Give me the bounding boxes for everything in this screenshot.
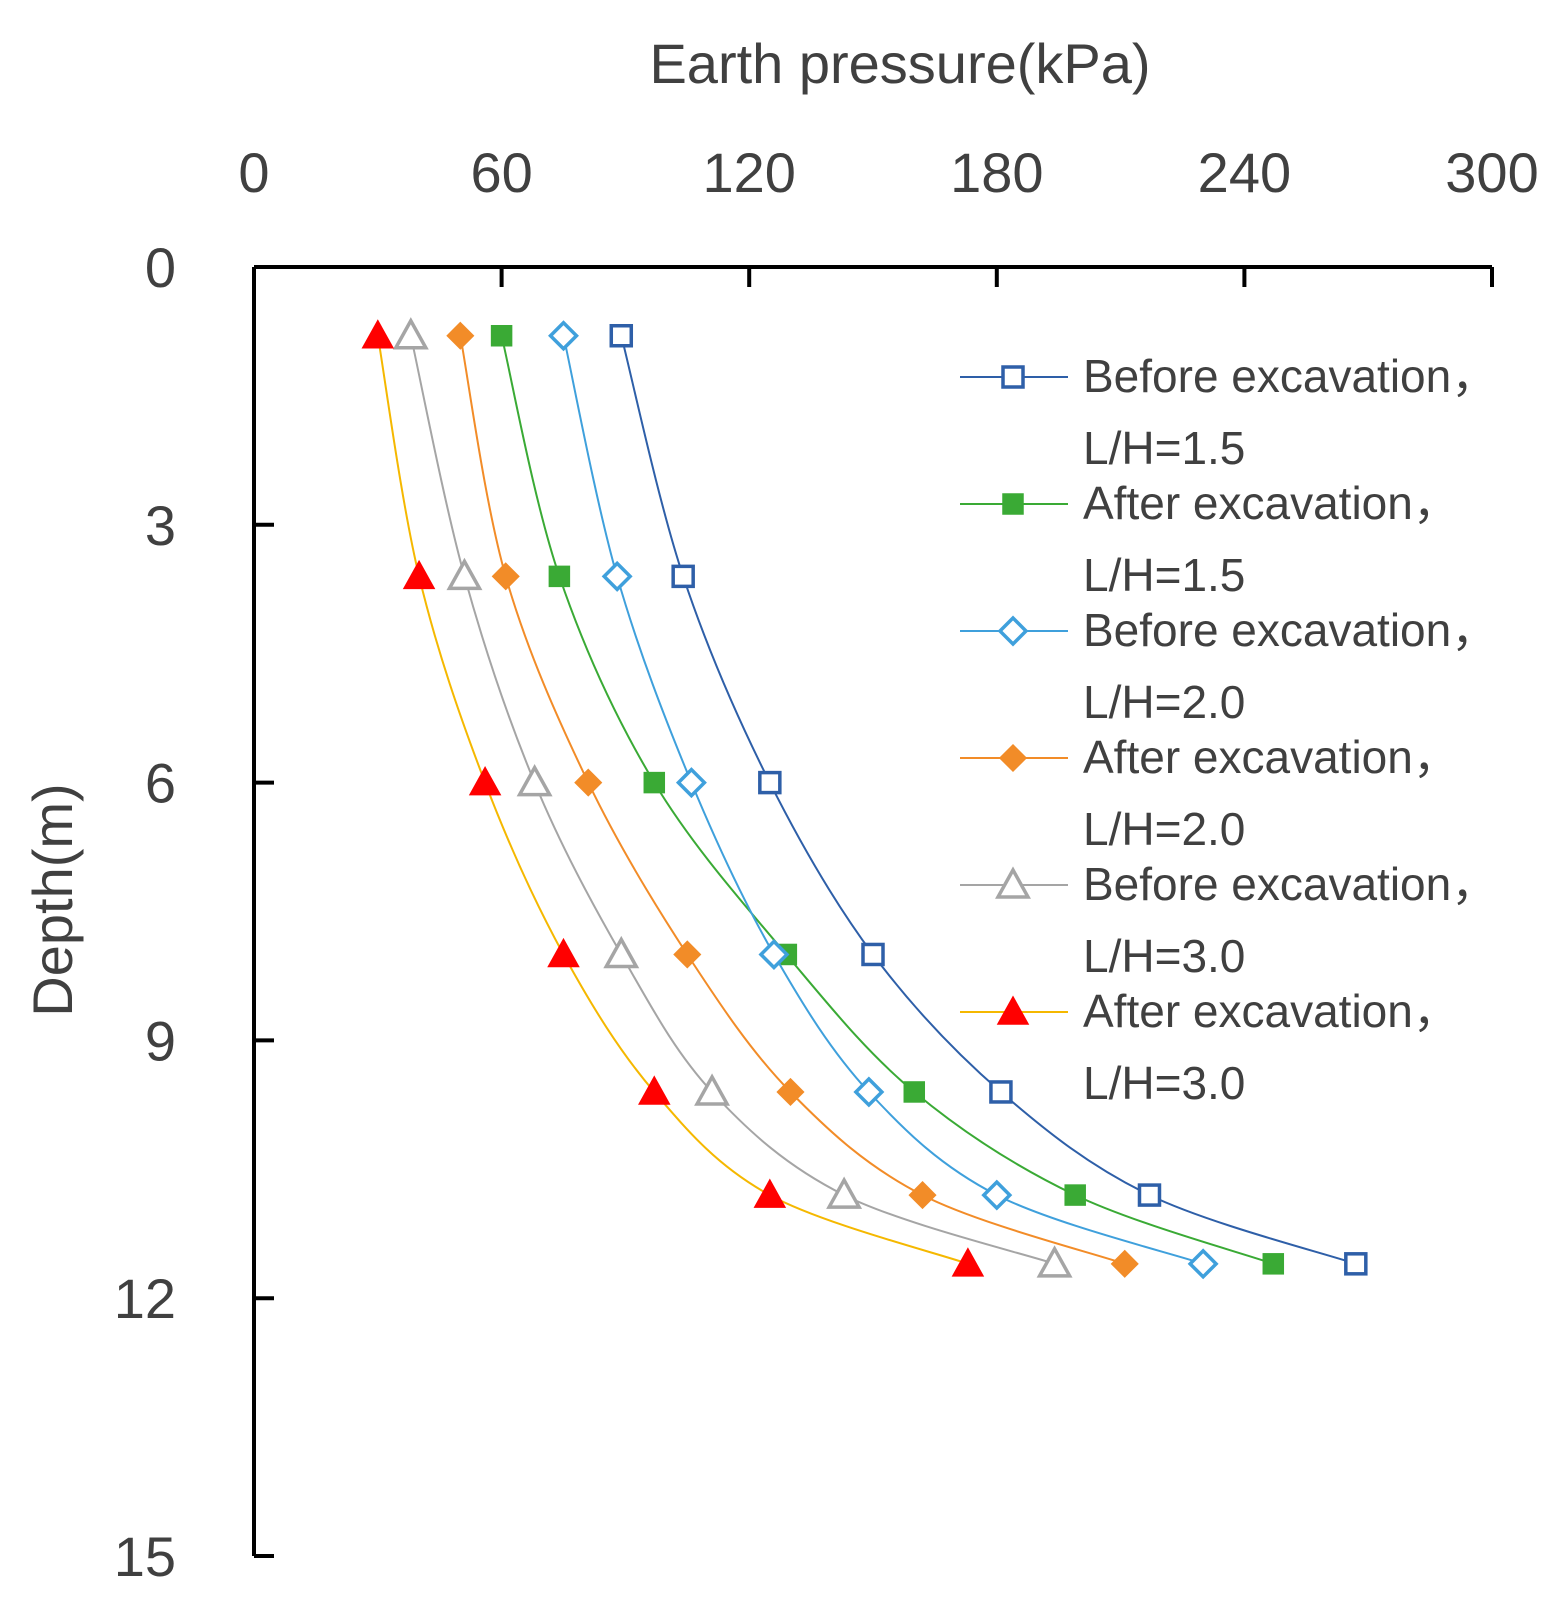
x-tick-label: 240 [1198, 141, 1291, 204]
marker-square [1262, 1253, 1285, 1275]
series-3 [548, 320, 1219, 1280]
marker-diamond [853, 1076, 885, 1108]
marker-square [1137, 1183, 1162, 1207]
marker-diamond [1110, 1249, 1139, 1278]
marker-diamond [908, 1181, 937, 1210]
y-axis-title: Depth(m) [21, 783, 84, 1016]
marker-square [671, 564, 695, 589]
marker-square [903, 1081, 926, 1103]
marker-diamond [997, 615, 1029, 647]
x-tick-label: 300 [1445, 141, 1538, 204]
marker-square [609, 323, 634, 348]
marker-square [1064, 1184, 1086, 1206]
marker-diamond [758, 938, 790, 970]
marker-diamond [446, 321, 475, 350]
marker-triangle [951, 1247, 985, 1277]
legend-label-line2: L/H=2.0 [1083, 676, 1245, 728]
marker-square [548, 565, 571, 588]
marker-triangle [516, 763, 553, 797]
series-line [620, 335, 1357, 1265]
marker-square [1344, 1252, 1368, 1276]
marker-diamond [574, 768, 603, 797]
legend-label-line2: L/H=1.5 [1083, 422, 1245, 474]
marker-square [758, 770, 782, 795]
marker-triangle [446, 557, 483, 591]
marker-triangle [468, 766, 502, 796]
series-line [409, 335, 1055, 1265]
x-axis-title: Earth pressure(kPa) [649, 32, 1150, 95]
marker-triangle [826, 1176, 863, 1209]
legend-item: After excavation， L/H=1.5 [960, 477, 1459, 601]
y-tick-label: 12 [114, 1267, 176, 1330]
marker-square [861, 942, 885, 967]
marker-diamond [491, 562, 520, 591]
legend-item: After excavation， L/H=2.0 [960, 731, 1459, 855]
series-line [562, 335, 1204, 1265]
marker-triangle [392, 317, 429, 350]
series-4 [446, 321, 1139, 1278]
legend-label: Before excavation， [1083, 350, 1497, 402]
marker-triangle [1036, 1245, 1073, 1278]
marker-triangle [995, 866, 1031, 899]
axes: 0 60 120 180 240 300 0 3 6 9 12 15 [114, 141, 1539, 1588]
legend-label: After excavation， [1083, 985, 1459, 1037]
marker-diamond [675, 767, 707, 799]
marker-diamond [1187, 1248, 1219, 1280]
series-line [459, 335, 1126, 1265]
marker-triangle [603, 935, 640, 969]
marker-diamond [673, 940, 702, 969]
series-6 [361, 319, 985, 1277]
legend-label-line2: L/H=2.0 [1083, 803, 1245, 855]
y-tick-label: 6 [145, 752, 176, 815]
legend-label-line2: L/H=3.0 [1083, 930, 1245, 982]
y-tick-label: 3 [145, 494, 176, 557]
y-tick-label: 9 [145, 1009, 176, 1072]
legend-item: Before excavation， L/H=1.5 [960, 350, 1497, 474]
legend-label: Before excavation， [1083, 858, 1497, 910]
x-tick-label: 0 [238, 141, 269, 204]
legend-label-line2: L/H=1.5 [1083, 549, 1245, 601]
series-1 [609, 323, 1368, 1276]
marker-diamond [981, 1179, 1013, 1211]
legend-label-line2: L/H=3.0 [1083, 1057, 1245, 1109]
marker-square [643, 771, 666, 794]
legend-label: After excavation， [1083, 477, 1459, 529]
x-tick-label: 120 [702, 141, 795, 204]
legend-item: After excavation， L/H=3.0 [960, 985, 1459, 1109]
marker-square [1001, 365, 1025, 389]
marker-triangle [996, 995, 1030, 1025]
legend-label: After excavation， [1083, 731, 1459, 783]
y-tick-label: 0 [145, 236, 176, 299]
marker-triangle [638, 1075, 671, 1105]
x-tick-label: 60 [470, 141, 532, 204]
x-tick-label: 180 [950, 141, 1043, 204]
y-tick-label: 15 [114, 1525, 176, 1588]
marker-square [989, 1080, 1013, 1104]
marker-triangle [547, 937, 580, 968]
series-5 [392, 317, 1073, 1278]
series-line [500, 335, 1274, 1265]
marker-triangle [694, 1073, 731, 1106]
marker-triangle [361, 319, 395, 349]
marker-triangle [402, 559, 436, 590]
series-line [376, 335, 969, 1265]
legend-item: Before excavation， L/H=3.0 [960, 858, 1497, 982]
marker-diamond [601, 560, 633, 592]
marker-square [1002, 493, 1024, 515]
series-layer [361, 317, 1368, 1280]
marker-diamond [548, 320, 579, 352]
marker-diamond [776, 1077, 805, 1107]
legend-label: Before excavation， [1083, 604, 1497, 656]
legend-item: Before excavation， L/H=2.0 [960, 604, 1497, 728]
marker-diamond [998, 743, 1028, 773]
marker-triangle [753, 1178, 787, 1208]
marker-square [490, 324, 513, 347]
